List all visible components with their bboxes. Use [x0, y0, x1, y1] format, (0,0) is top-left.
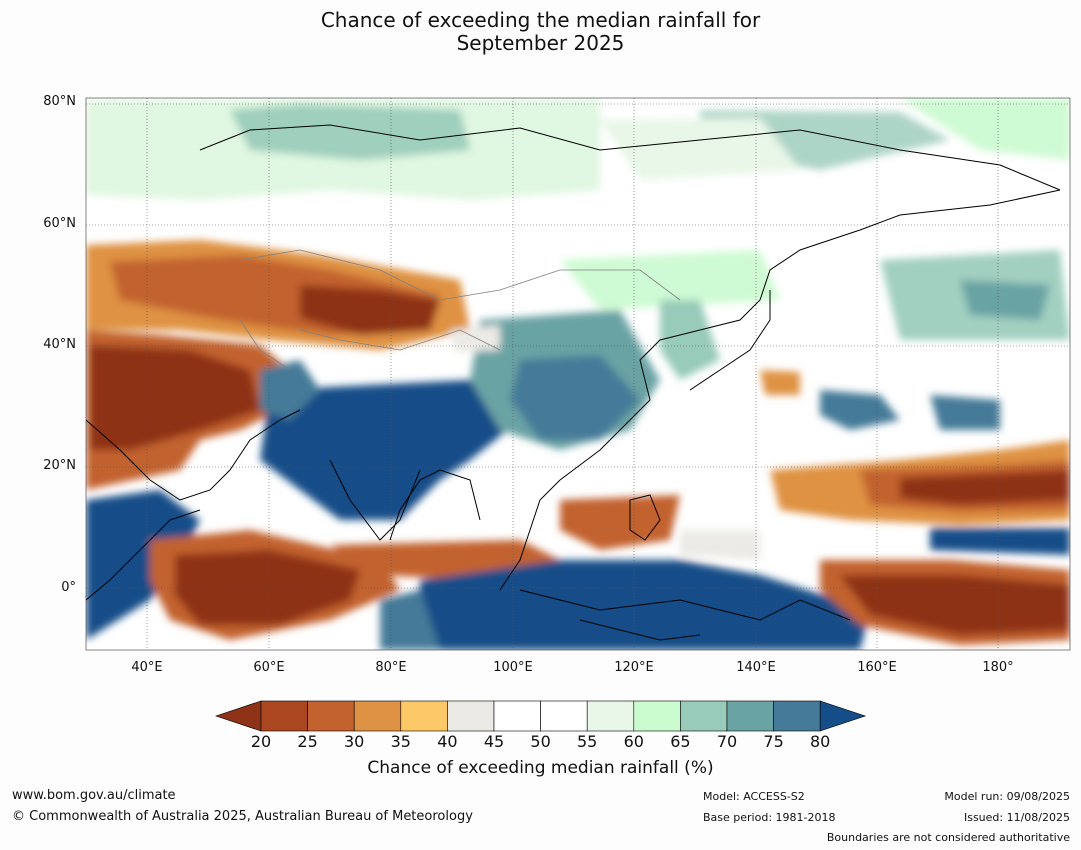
colorbar-tick-label: 55: [577, 732, 598, 751]
model-run-text: Model run: 09/08/2025: [944, 790, 1070, 803]
probability-fields: [86, 98, 1070, 650]
colorbar-segment: [586, 700, 635, 732]
map-frame: [85, 97, 1071, 651]
colorbar-tick-label: 50: [530, 732, 551, 751]
colorbar-segment: [353, 700, 402, 732]
lon-tick-80e: 80°E: [375, 660, 407, 675]
colorbar-segment: [726, 700, 774, 732]
colorbar-tick-label: 70: [716, 732, 738, 751]
lon-tick-60e: 60°E: [253, 660, 285, 675]
lat-tick-20n: 20°N: [43, 458, 76, 473]
colorbar-tick-label: 75: [763, 732, 784, 751]
lat-tick-80n: 80°N: [43, 94, 76, 109]
lat-tick-0: 0°: [61, 580, 76, 595]
model-text: Model: ACCESS-S2: [703, 790, 805, 803]
colorbar-tick-label: 30: [344, 732, 365, 751]
lon-tick-160e: 160°E: [857, 660, 897, 675]
lon-tick-140e: 140°E: [736, 660, 776, 675]
colorbar-extend-high: [819, 700, 867, 732]
colorbar-segment: [540, 700, 588, 732]
base-period-text: Base period: 1981-2018: [703, 811, 836, 824]
colorbar-tick-label: 40: [437, 732, 458, 751]
country-boundaries: [239, 249, 681, 371]
coastlines: [86, 124, 1061, 641]
colorbar-tick-label: 35: [390, 732, 411, 751]
colorbar-extend-low: [215, 700, 262, 732]
colorbar-segment: [633, 700, 681, 732]
lon-tick-100e: 100°E: [493, 660, 533, 675]
title-line-1: Chance of exceeding the median rainfall …: [320, 8, 761, 32]
website-text: www.bom.gov.au/climate: [12, 788, 176, 803]
colorbar-segment: [447, 700, 495, 732]
colorbar-segment: [400, 700, 448, 732]
colorbar-segment: [260, 700, 308, 732]
colorbar-segment: [493, 700, 541, 732]
colorbar-segment: [773, 700, 821, 732]
colorbar-tick-label: 65: [670, 732, 691, 751]
colorbar-tick-label: 80: [810, 732, 831, 751]
colorbar-tick-label: 25: [297, 732, 318, 751]
copyright-text: © Commonwealth of Australia 2025, Austra…: [12, 809, 473, 824]
lon-tick-180: 180°: [982, 660, 1014, 675]
lat-tick-60n: 60°N: [43, 216, 76, 231]
disclaimer-text: Boundaries are not considered authoritat…: [826, 831, 1070, 844]
lon-tick-40e: 40°E: [131, 660, 163, 675]
lat-tick-40n: 40°N: [43, 337, 76, 352]
colorbar-title: Chance of exceeding median rainfall (%): [367, 758, 714, 778]
colorbar-segment: [307, 700, 355, 732]
colorbar-tick-label: 45: [483, 732, 505, 751]
chart-title: Chance of exceeding the median rainfall …: [0, 9, 1081, 55]
lon-tick-120e: 120°E: [614, 660, 654, 675]
colorbar-segment: [680, 700, 728, 732]
colorbar-tick-label: 60: [623, 732, 644, 751]
issued-text: Issued: 11/08/2025: [963, 811, 1070, 824]
colorbar-tick-label: 20: [250, 732, 272, 751]
title-line-2: September 2025: [456, 31, 625, 55]
